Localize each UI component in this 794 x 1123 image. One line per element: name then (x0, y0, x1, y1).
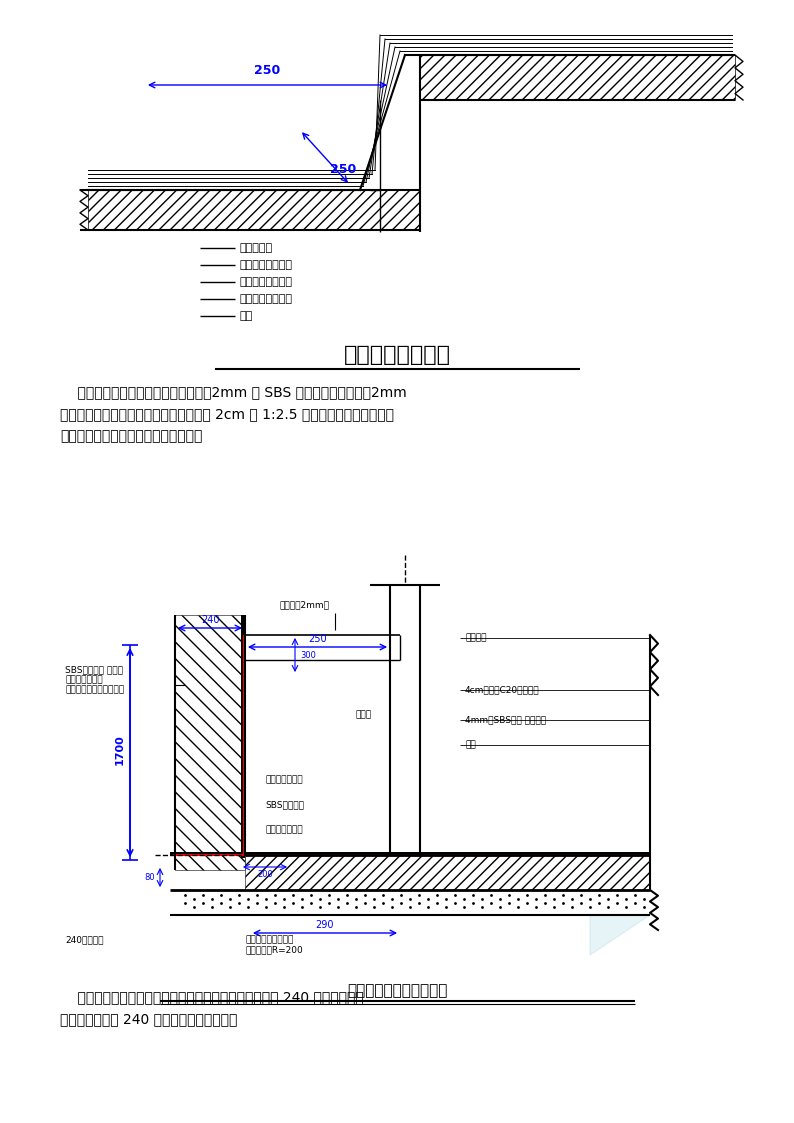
Polygon shape (88, 190, 420, 230)
Text: 底板及外墙防水作法详图: 底板及外墙防水作法详图 (347, 983, 447, 998)
Text: 位找平层抹成圆角，做加厚层见下图：: 位找平层抹成圆角，做加厚层见下图： (60, 429, 202, 442)
Polygon shape (175, 615, 245, 870)
Bar (241, 615, 245, 858)
Text: 240厚砖胎模: 240厚砖胎模 (65, 935, 103, 944)
Bar (170, 852, 650, 856)
Text: 第二层卷材防水层: 第二层卷材防水层 (240, 261, 293, 270)
Text: 250: 250 (254, 64, 280, 77)
Text: 金土泥: 金土泥 (355, 710, 371, 719)
Text: 4mm厚SBS橡皮 防水垫板: 4mm厚SBS橡皮 防水垫板 (465, 715, 546, 724)
Text: 水泥砂浆保护层: 水泥砂浆保护层 (265, 775, 303, 784)
Text: 结构后浇: 结构后浇 (465, 633, 487, 642)
Text: 筏基外侧砖胎模部位防水层做法为：2mm 厚 SBS 橡胶防水卷材一道，2mm: 筏基外侧砖胎模部位防水层做法为：2mm 厚 SBS 橡胶防水卷材一道，2mm (60, 385, 407, 399)
Bar (243, 634, 245, 855)
Text: 阴阳角防水附加层: 阴阳角防水附加层 (240, 294, 293, 304)
Text: 250: 250 (330, 163, 357, 176)
Text: SBS橡皮垫木 防水层
及附加层在地面
下部做一次作为防止保护: SBS橡皮垫木 防水层 及附加层在地面 下部做一次作为防止保护 (65, 665, 124, 695)
Text: 4cm厚平万C20心保护层: 4cm厚平万C20心保护层 (465, 685, 540, 694)
Text: SBS橡皮垫板: SBS橡皮垫板 (265, 800, 304, 809)
Text: 80: 80 (145, 874, 155, 883)
Text: 200: 200 (257, 870, 273, 879)
Text: 240: 240 (201, 615, 219, 626)
Text: 防水保护层: 防水保护层 (240, 243, 273, 253)
Text: 290: 290 (316, 920, 334, 930)
Polygon shape (245, 855, 650, 891)
Text: 保护层，外侧用 240 厚砖墙与砖胎模相连。: 保护层，外侧用 240 厚砖墙与砖胎模相连。 (60, 1012, 237, 1026)
Polygon shape (590, 915, 650, 955)
Text: 垫层: 垫层 (240, 311, 253, 321)
Polygon shape (420, 55, 735, 100)
Text: 砼涂抹垫2mm厚: 砼涂抹垫2mm厚 (280, 600, 330, 609)
Text: 筏基后浇带端部筏基外侧及地下室外墙后浇带外侧，用 240 厚砖墙砌筑作: 筏基后浇带端部筏基外侧及地下室外墙后浇带外侧，用 240 厚砖墙砌筑作 (60, 990, 364, 1004)
Text: 垫层: 垫层 (465, 740, 476, 749)
Text: 250: 250 (308, 634, 327, 643)
Text: 1700: 1700 (115, 734, 125, 766)
Text: 第一层卷材防水层: 第一层卷材防水层 (240, 277, 293, 287)
Bar (173, 853, 648, 856)
Text: 300: 300 (300, 650, 316, 659)
Text: 高低跨处防水做法: 高低跨处防水做法 (344, 345, 450, 365)
Text: 阴角附加加厚层: 阴角附加加厚层 (265, 825, 303, 834)
Text: 厚聚氨酯防水涂膜随涂随撒一层豆石，抹 2cm 厚 1:2.5 水泥砂浆保护层。转角部: 厚聚氨酯防水涂膜随涂随撒一层豆石，抹 2cm 厚 1:2.5 水泥砂浆保护层。转… (60, 407, 394, 421)
Text: 垫层混凝土层，半径
末为圆形，R=200: 垫层混凝土层，半径 末为圆形，R=200 (245, 935, 303, 955)
